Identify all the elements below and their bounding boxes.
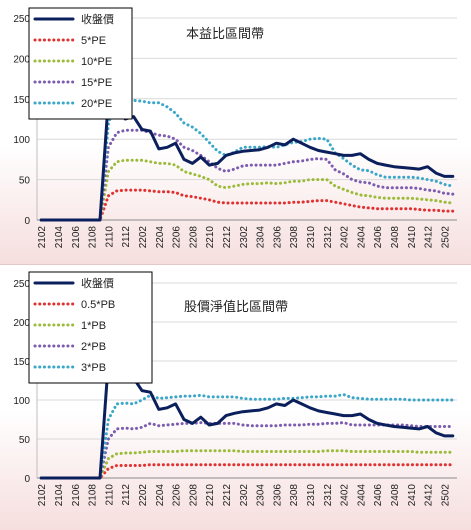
y-tick-label: 0 [24,216,30,227]
y-tick-label: 150 [13,95,30,106]
x-tick-label: 2404 [356,484,367,507]
legend-label: 15*PE [81,77,112,89]
x-tick-label: 2104 [54,226,65,249]
x-tick-label: 2310 [306,484,317,507]
x-tick-label: 2210 [205,484,216,507]
y-tick-label: 250 [13,14,30,25]
pe-band-chart: 0 50 100 150 200 250 2102 2104 2106 2108 2110 2112 2… [13,7,457,249]
series-line-2 [39,158,455,222]
series-line-4 [39,393,455,480]
x-tick-label: 2210 [205,226,216,249]
y-tick-label: 150 [13,357,30,368]
x-tick-label: 2410 [407,484,418,507]
x-tick-label: 2304 [256,484,267,507]
legend-label: 0.5*PB [81,299,115,311]
y-tick-label: 200 [13,318,30,329]
x-tick-label: 2302 [239,226,250,249]
y-tick-label: 50 [19,176,31,187]
legend-label: 1*PB [81,320,106,332]
y-tick-label: 100 [13,396,30,407]
series-line-1 [39,188,455,222]
legend: 收盤價 5*PE 10*PE 15*PE 20*PE [28,7,133,120]
x-tick-label: 2306 [272,484,283,507]
legend: 收盤價 0.5*PB 1*PB 2*PB 3*PB [28,271,153,384]
y-tick-label: 100 [13,135,30,146]
x-tick-label: 2408 [390,484,401,507]
x-tick-label: 2308 [289,226,300,249]
legend-label: 5*PE [81,35,106,47]
series-line-2 [39,449,455,480]
x-tick-label: 2104 [54,484,65,507]
legend-label: 2*PB [81,341,106,353]
x-tick-label: 2404 [356,226,367,249]
x-tick-label: 2102 [37,484,48,507]
x-tick-label: 2308 [289,484,300,507]
x-tick-label: 2312 [323,226,334,249]
x-tick-label: 2204 [155,226,166,249]
y-tick-label: 0 [24,474,30,485]
x-tick-label: 2108 [88,226,99,249]
x-tick-label: 2206 [172,484,183,507]
y-tick-label: 200 [13,54,30,65]
y-tick-label: 250 [13,279,30,290]
x-tick-label: 2412 [424,226,435,249]
legend-box [28,7,133,120]
legend-box [28,271,153,384]
x-tick-label: 2110 [104,484,115,506]
x-tick-label: 2112 [121,484,132,506]
x-tick-label: 2208 [188,484,199,507]
x-tick-label: 2406 [373,484,384,507]
x-tick-label: 2502 [440,226,451,249]
series-line-1 [39,463,455,480]
x-tick-label: 2204 [155,484,166,507]
legend-label: 收盤價 [81,12,114,26]
x-tick-label: 2310 [306,226,317,249]
legend-label: 收盤價 [81,276,114,290]
legend-label: 3*PB [81,362,106,374]
x-tick-label: 2212 [222,484,233,507]
x-tick-label: 2110 [104,226,115,248]
pb-band-chart: 0 50 100 150 200 250 2102 2104 2106 2108 2110 2112 2… [13,271,457,507]
x-tick-label: 2112 [121,226,132,248]
x-tick-label: 2402 [340,484,351,507]
y-tick-label: 50 [19,435,31,446]
x-tick-label: 2102 [37,226,48,249]
x-tick-label: 2406 [373,226,384,249]
series-line-3 [39,128,455,222]
x-tick-label: 2402 [340,226,351,249]
x-tick-label: 2412 [424,484,435,507]
x-tick-label: 2208 [188,226,199,249]
x-tick-label: 2306 [272,226,283,249]
legend-label: 20*PE [81,98,112,110]
x-tick-label: 2212 [222,226,233,249]
x-tick-label: 2304 [256,226,267,249]
x-tick-label: 2106 [71,226,82,249]
x-tick-label: 2408 [390,226,401,249]
chart-title: 本益比區間帶 [186,26,264,41]
x-tick-label: 2410 [407,226,418,249]
x-tick-label: 2312 [323,484,334,507]
chart-title: 股價淨值比區間帶 [184,299,288,314]
x-tick-label: 2302 [239,484,250,507]
x-tick-label: 2106 [71,484,82,507]
pb-band-chart-panel: 0 50 100 150 200 250 2102 2104 2106 2108 2110 2112 2… [0,265,471,530]
x-tick-label: 2206 [172,226,183,249]
x-tick-label: 2202 [138,226,149,249]
x-tick-label: 2202 [138,484,149,507]
x-tick-label: 2502 [440,484,451,507]
legend-label: 10*PE [81,56,112,68]
x-tick-label: 2108 [88,484,99,507]
pe-band-chart-panel: 0 50 100 150 200 250 2102 2104 2106 2108 2110 2112 2… [0,0,471,265]
